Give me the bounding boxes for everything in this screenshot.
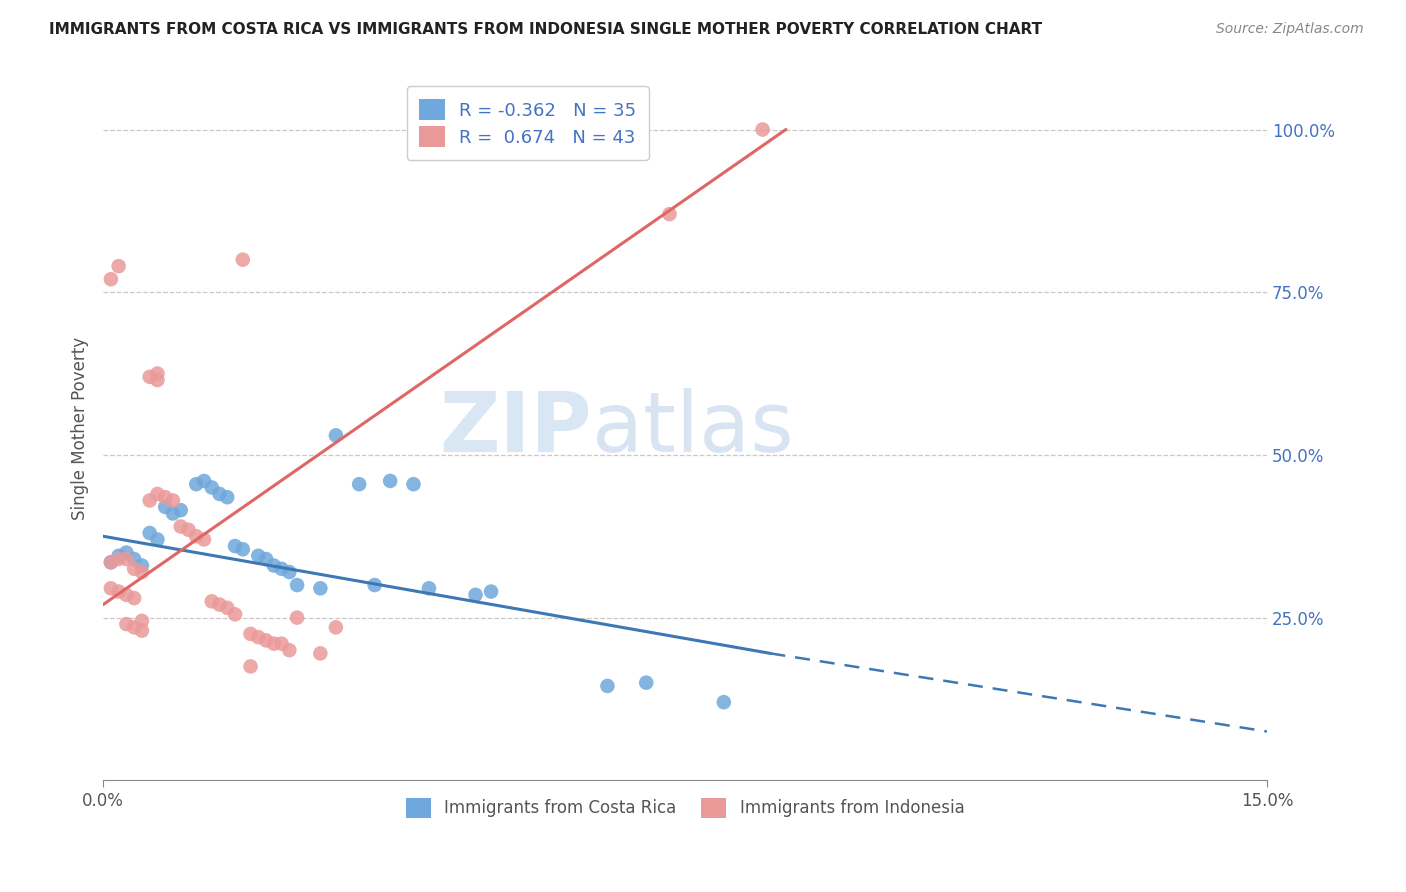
Point xyxy=(177,523,200,537)
Point xyxy=(146,533,169,547)
Point xyxy=(100,555,122,569)
Point xyxy=(285,610,308,624)
Point xyxy=(146,487,169,501)
Point xyxy=(596,679,619,693)
Point xyxy=(380,474,402,488)
Point xyxy=(162,493,184,508)
Point xyxy=(325,620,347,634)
Point xyxy=(107,549,129,563)
Point xyxy=(107,584,129,599)
Point xyxy=(115,552,138,566)
Point xyxy=(217,600,239,615)
Point xyxy=(658,207,681,221)
Point xyxy=(131,565,153,579)
Point xyxy=(363,578,385,592)
Point xyxy=(713,695,735,709)
Point xyxy=(270,562,292,576)
Point xyxy=(263,558,285,573)
Point xyxy=(751,122,773,136)
Text: atlas: atlas xyxy=(592,388,793,469)
Legend: Immigrants from Costa Rica, Immigrants from Indonesia: Immigrants from Costa Rica, Immigrants f… xyxy=(399,791,972,825)
Point xyxy=(347,477,370,491)
Point xyxy=(232,542,254,557)
Point xyxy=(122,562,145,576)
Point xyxy=(115,617,138,632)
Point xyxy=(122,552,145,566)
Point xyxy=(100,272,122,286)
Point xyxy=(170,519,193,533)
Text: Source: ZipAtlas.com: Source: ZipAtlas.com xyxy=(1216,22,1364,37)
Point xyxy=(193,474,215,488)
Point xyxy=(122,591,145,605)
Point xyxy=(153,490,176,504)
Point xyxy=(153,500,176,514)
Text: IMMIGRANTS FROM COSTA RICA VS IMMIGRANTS FROM INDONESIA SINGLE MOTHER POVERTY CO: IMMIGRANTS FROM COSTA RICA VS IMMIGRANTS… xyxy=(49,22,1042,37)
Point xyxy=(208,487,231,501)
Point xyxy=(100,582,122,596)
Point xyxy=(224,607,246,622)
Point xyxy=(325,428,347,442)
Point xyxy=(278,643,301,657)
Point xyxy=(247,549,270,563)
Point xyxy=(186,477,208,491)
Point xyxy=(107,259,129,273)
Point xyxy=(402,477,425,491)
Point xyxy=(131,614,153,628)
Point xyxy=(193,533,215,547)
Point xyxy=(107,552,129,566)
Text: ZIP: ZIP xyxy=(440,388,592,469)
Point xyxy=(285,578,308,592)
Point xyxy=(254,633,277,648)
Point xyxy=(208,598,231,612)
Point xyxy=(201,594,224,608)
Point xyxy=(224,539,246,553)
Point xyxy=(162,507,184,521)
Point xyxy=(201,480,224,494)
Point xyxy=(278,565,301,579)
Point xyxy=(100,555,122,569)
Point xyxy=(138,369,160,384)
Point xyxy=(115,588,138,602)
Point xyxy=(170,503,193,517)
Point xyxy=(636,675,658,690)
Point xyxy=(254,552,277,566)
Point xyxy=(263,637,285,651)
Y-axis label: Single Mother Poverty: Single Mother Poverty xyxy=(72,337,89,520)
Point xyxy=(239,627,262,641)
Point xyxy=(131,624,153,638)
Point xyxy=(146,373,169,387)
Point xyxy=(186,529,208,543)
Point xyxy=(115,545,138,559)
Point xyxy=(464,588,486,602)
Point xyxy=(247,630,270,644)
Point xyxy=(138,493,160,508)
Point xyxy=(309,582,332,596)
Point xyxy=(270,637,292,651)
Point xyxy=(122,620,145,634)
Point xyxy=(309,647,332,661)
Point xyxy=(418,582,440,596)
Point xyxy=(131,558,153,573)
Point xyxy=(239,659,262,673)
Point xyxy=(138,526,160,541)
Point xyxy=(146,367,169,381)
Point xyxy=(479,584,502,599)
Point xyxy=(232,252,254,267)
Point xyxy=(217,490,239,504)
